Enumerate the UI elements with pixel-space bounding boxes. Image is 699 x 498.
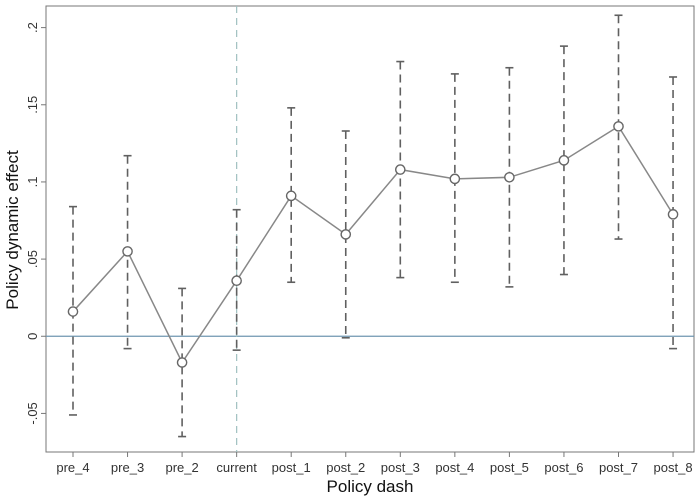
x-tick-label: pre_2 <box>165 460 198 475</box>
series-line <box>72 125 674 364</box>
x-axis-title: Policy dash <box>327 477 414 496</box>
y-tick-label: .2 <box>25 22 40 33</box>
x-tick-label: current <box>216 460 257 475</box>
y-tick-label: .15 <box>25 96 40 114</box>
y-tick-label: .05 <box>25 250 40 268</box>
x-tick-label: pre_3 <box>111 460 144 475</box>
x-tick-label: post_5 <box>490 460 529 475</box>
data-point <box>394 164 406 175</box>
data-point <box>285 190 297 202</box>
y-tick-label: 0 <box>25 333 40 340</box>
y-tick-label: -.05 <box>25 402 40 424</box>
data-point <box>122 246 133 257</box>
data-point <box>504 172 515 183</box>
data-point <box>67 306 79 317</box>
data-point <box>176 357 188 368</box>
x-tick-label: post_7 <box>599 460 638 475</box>
data-point <box>613 121 624 132</box>
x-tick-label: post_6 <box>544 460 583 475</box>
y-axis-title: Policy dynamic effect <box>3 150 22 310</box>
x-tick-label: post_1 <box>272 460 311 475</box>
x-tick-label: post_8 <box>654 460 693 475</box>
data-point <box>449 173 461 185</box>
data-point <box>558 155 570 166</box>
x-tick-label: pre_4 <box>56 460 89 475</box>
plot-frame <box>45 5 695 453</box>
x-tick-label: post_4 <box>435 460 474 475</box>
x-tick-label: post_3 <box>381 460 420 475</box>
data-point <box>340 229 352 240</box>
data-point <box>667 209 679 220</box>
y-tick-label: .1 <box>25 177 40 188</box>
data-point <box>231 275 242 286</box>
x-tick-label: post_2 <box>326 460 365 475</box>
